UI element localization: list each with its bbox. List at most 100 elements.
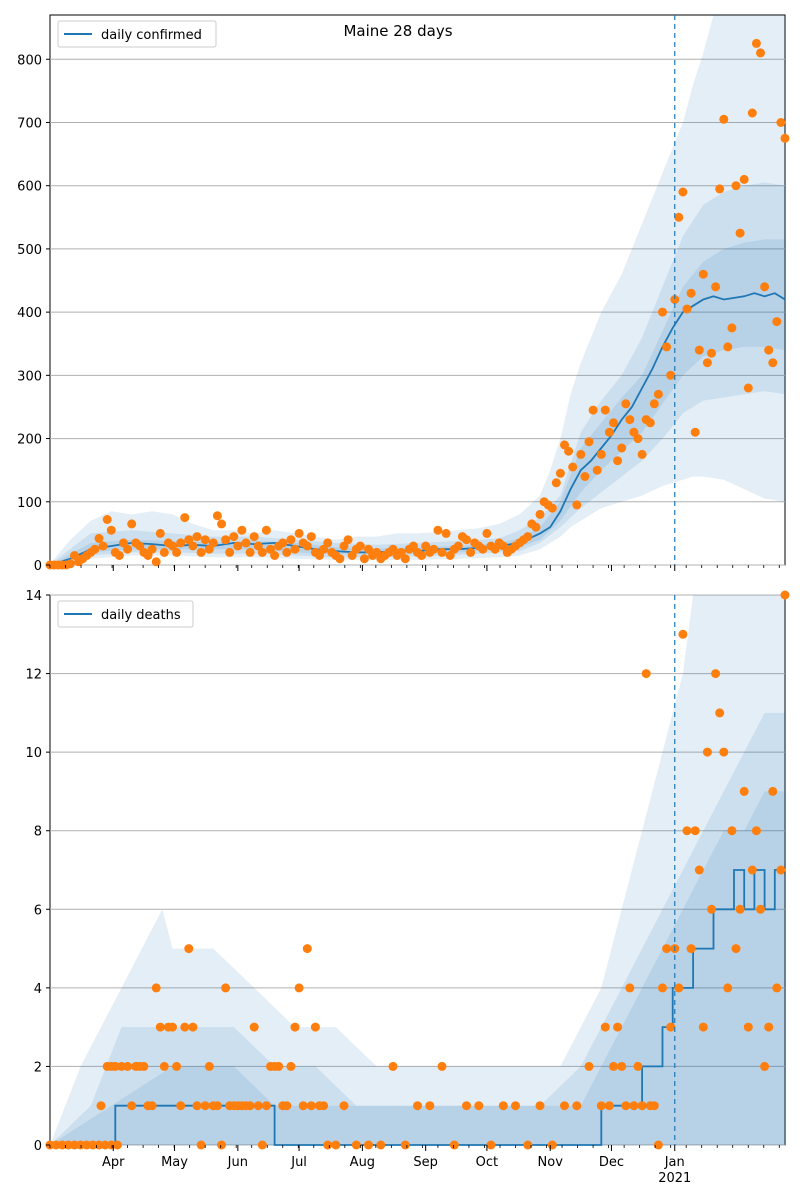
confirmed-point bbox=[323, 538, 333, 548]
confirmed-point bbox=[658, 307, 667, 317]
deaths-point bbox=[96, 1101, 106, 1111]
deaths-point bbox=[123, 1061, 133, 1071]
confirmed-point bbox=[90, 544, 100, 554]
deaths-point bbox=[331, 1140, 341, 1150]
confirmed-point bbox=[147, 544, 157, 554]
confirmed-point bbox=[551, 478, 561, 488]
confirmed-point bbox=[229, 532, 239, 542]
confirmed-point bbox=[576, 449, 586, 459]
deaths-point bbox=[747, 865, 757, 875]
confirmed-point bbox=[690, 427, 700, 437]
confirmed-point bbox=[702, 358, 712, 368]
deaths-point bbox=[523, 1140, 533, 1150]
deaths-point bbox=[155, 1022, 165, 1032]
deaths-point bbox=[674, 983, 684, 993]
deaths-point bbox=[511, 1101, 520, 1111]
confirmed-point bbox=[568, 462, 578, 472]
deaths-point bbox=[188, 1022, 198, 1032]
confirmed-points bbox=[45, 38, 790, 570]
confirmed-point bbox=[523, 532, 533, 542]
confirmed-point bbox=[645, 418, 655, 428]
confirmed-point bbox=[180, 513, 190, 523]
deaths-point bbox=[743, 1022, 753, 1032]
confirmed-point bbox=[261, 525, 271, 535]
confirmed-legend-label: daily confirmed bbox=[101, 28, 202, 43]
confirmed-point bbox=[245, 547, 255, 557]
confirmed-point bbox=[735, 228, 745, 238]
confirmed-point bbox=[65, 559, 75, 569]
confirmed-point bbox=[629, 427, 639, 437]
deaths-point bbox=[474, 1101, 484, 1111]
deaths-point bbox=[168, 1022, 177, 1032]
confirmed-point bbox=[727, 323, 737, 333]
confirmed-point bbox=[588, 405, 598, 415]
deaths-point bbox=[719, 747, 729, 757]
deaths-point bbox=[286, 1061, 296, 1071]
deaths-point bbox=[686, 944, 696, 954]
deaths-point bbox=[200, 1101, 210, 1111]
confirmed-point bbox=[678, 187, 688, 197]
deaths-legend-box bbox=[57, 600, 194, 628]
deaths-point bbox=[217, 1140, 226, 1150]
confirmed-point bbox=[666, 370, 676, 380]
deaths-point bbox=[629, 1101, 639, 1111]
deaths-point bbox=[756, 904, 765, 914]
deaths-ytick-label: 6 bbox=[34, 903, 42, 918]
deaths-point bbox=[261, 1101, 271, 1111]
deaths-panel: 0 2 4 6 8 10 12 14 daily deaths bbox=[25, 589, 790, 1154]
confirmed-point bbox=[747, 108, 757, 118]
deaths-point bbox=[715, 708, 725, 718]
x-tick-label: Nov bbox=[538, 1155, 564, 1170]
confirmed-point bbox=[249, 532, 259, 542]
x-tick-label: Jan bbox=[664, 1155, 685, 1170]
deaths-point bbox=[731, 944, 741, 954]
confirmed-legend: daily confirmed bbox=[57, 20, 217, 48]
confirmed-ytick-label: 800 bbox=[17, 53, 42, 68]
deaths-point bbox=[192, 1101, 202, 1111]
deaths-point bbox=[257, 1140, 267, 1150]
confirmed-point bbox=[343, 535, 353, 545]
deaths-point bbox=[147, 1101, 157, 1111]
deaths-point bbox=[751, 826, 761, 836]
deaths-point bbox=[739, 786, 749, 796]
deaths-point bbox=[633, 1061, 643, 1071]
x-tick-label: Aug bbox=[350, 1155, 375, 1170]
deaths-bands bbox=[50, 595, 785, 1145]
deaths-ytick-label: 14 bbox=[25, 589, 42, 604]
deaths-point bbox=[413, 1101, 422, 1111]
confirmed-point bbox=[772, 317, 782, 327]
confirmed-point bbox=[168, 541, 177, 551]
deaths-point bbox=[653, 1140, 663, 1150]
confirmed-point bbox=[437, 547, 447, 557]
deaths-point bbox=[388, 1061, 398, 1071]
confirmed-point bbox=[217, 519, 226, 529]
deaths-point bbox=[221, 983, 231, 993]
deaths-ytick-label: 10 bbox=[25, 746, 42, 761]
confirmed-point bbox=[237, 525, 247, 535]
deaths-point bbox=[707, 904, 716, 914]
deaths-point bbox=[364, 1140, 373, 1150]
deaths-point bbox=[572, 1101, 582, 1111]
confirmed-point bbox=[707, 348, 716, 358]
deaths-point bbox=[159, 1061, 169, 1071]
deaths-point bbox=[51, 1140, 61, 1150]
confirmed-point bbox=[127, 519, 137, 529]
deaths-ytick-label: 12 bbox=[25, 668, 42, 683]
deaths-point bbox=[212, 1101, 222, 1111]
confirmed-y-axis: 0 100 200 300 400 500 600 700 800 bbox=[17, 53, 50, 574]
deaths-point bbox=[698, 1022, 708, 1032]
confirmed-point bbox=[155, 528, 165, 538]
confirmed-point bbox=[253, 541, 263, 551]
deaths-point bbox=[641, 669, 651, 679]
confirmed-point bbox=[172, 547, 182, 557]
confirmed-point bbox=[94, 533, 104, 543]
confirmed-point bbox=[433, 525, 443, 535]
confirmed-grid bbox=[50, 58, 785, 566]
confirmed-point bbox=[751, 38, 761, 48]
confirmed-point bbox=[441, 528, 451, 538]
confirmed-ytick-label: 600 bbox=[17, 180, 42, 195]
deaths-point bbox=[196, 1140, 206, 1150]
confirmed-point bbox=[572, 500, 582, 510]
deaths-point bbox=[127, 1101, 137, 1111]
